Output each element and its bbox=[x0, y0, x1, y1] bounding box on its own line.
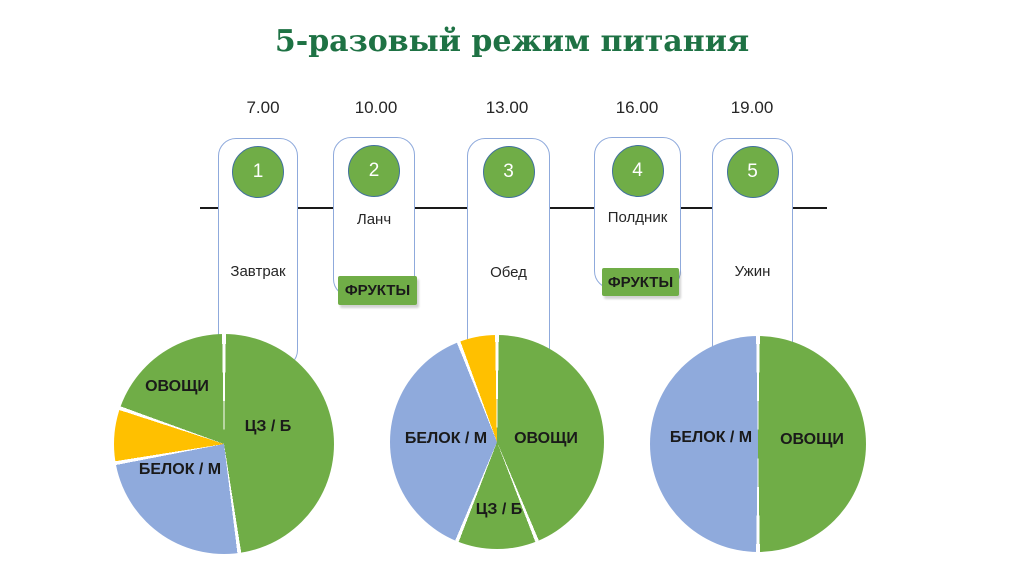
meal-number: 2 bbox=[368, 160, 380, 181]
meal-number-circle: 3 bbox=[482, 146, 535, 198]
meal-number-circle: 5 bbox=[726, 146, 779, 198]
pie-slice-label: ЦЗ / Б bbox=[244, 418, 292, 435]
pie-slice-label: БЕЛОК / М bbox=[669, 429, 753, 446]
meal-label: Завтрак bbox=[230, 263, 286, 280]
meal-box-breakfast: 1 Завтрак bbox=[218, 138, 298, 368]
meal-number-circle: 4 bbox=[611, 145, 664, 197]
pie-slice-label: ЦЗ / Б bbox=[475, 501, 523, 518]
pie-slice-label: БЕЛОК / М bbox=[138, 461, 222, 478]
meal-box-supper: 5 Ужин bbox=[712, 138, 793, 372]
meal-number: 4 bbox=[632, 160, 643, 181]
meal-label: Ужин bbox=[734, 263, 771, 280]
meal-box-snack: 4 Полдник bbox=[594, 137, 681, 289]
meal-label: Ланч bbox=[356, 211, 392, 228]
time-label-2: 10.00 bbox=[354, 98, 398, 117]
time-label-1: 7.00 bbox=[246, 98, 280, 117]
pie-slice-label: БЕЛОК / М bbox=[404, 430, 488, 447]
meal-label: Обед bbox=[490, 264, 527, 281]
meal-number: 3 bbox=[503, 161, 514, 182]
time-label-3: 13.00 bbox=[485, 98, 529, 117]
pie-chart-dinner: БЕЛОК / М ОВОЩИ ЦЗ / Б bbox=[390, 335, 604, 549]
meal-number: 5 bbox=[747, 161, 758, 182]
meal-number-circle: 1 bbox=[232, 146, 284, 198]
slide-title: 5-разовый режим питания bbox=[274, 24, 750, 59]
time-label-4: 16.00 bbox=[615, 98, 659, 117]
meal-box-dinner: 3 Обед bbox=[467, 138, 550, 372]
pie-chart-supper: БЕЛОК / М ОВОЩИ bbox=[650, 336, 866, 552]
pie-slice-label: ОВОЩИ bbox=[514, 430, 578, 447]
meal-number-circle: 2 bbox=[348, 145, 400, 197]
meal-label: Полдник bbox=[607, 209, 668, 226]
meal-box-lunch: 2 Ланч bbox=[333, 137, 415, 297]
time-label-5: 19.00 bbox=[730, 98, 774, 117]
fruits-badge-lunch: ФРУКТЫ bbox=[338, 276, 417, 305]
pie-chart-breakfast: ОВОЩИ ЦЗ / Б БЕЛОК / М bbox=[114, 334, 334, 554]
pie-slice-label: ОВОЩИ bbox=[145, 378, 209, 395]
fruits-badge-snack: ФРУКТЫ bbox=[602, 268, 679, 296]
meal-number: 1 bbox=[252, 161, 264, 182]
pie-slice-label: ОВОЩИ bbox=[780, 431, 844, 448]
